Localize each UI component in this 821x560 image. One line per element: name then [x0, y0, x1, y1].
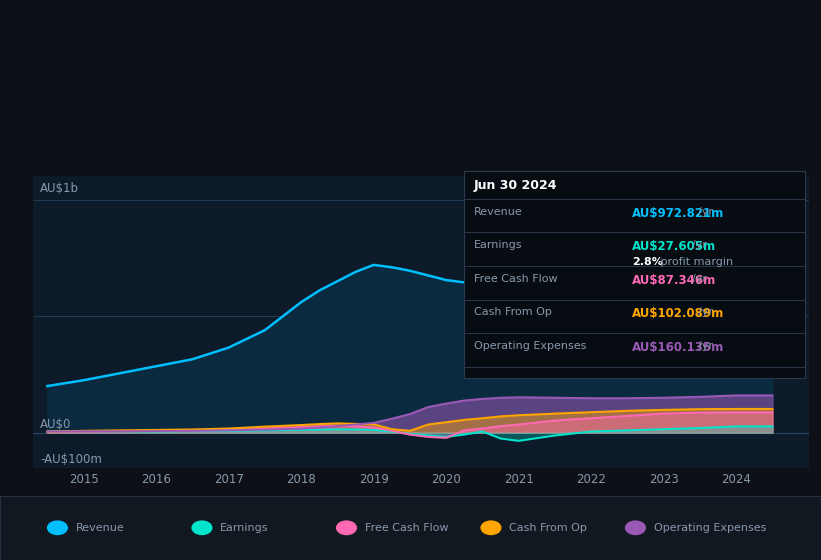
Text: Earnings: Earnings: [474, 240, 522, 250]
Text: AU$27.605m: AU$27.605m: [632, 240, 716, 253]
Text: Earnings: Earnings: [220, 523, 268, 533]
Text: Free Cash Flow: Free Cash Flow: [474, 274, 557, 284]
Text: -AU$100m: -AU$100m: [40, 454, 102, 466]
Text: 2.8%: 2.8%: [632, 257, 663, 267]
Text: profit margin: profit margin: [657, 257, 733, 267]
Text: AU$1b: AU$1b: [40, 182, 79, 195]
Text: Revenue: Revenue: [76, 523, 124, 533]
Text: AU$972.821m: AU$972.821m: [632, 207, 724, 220]
Text: Cash From Op: Cash From Op: [509, 523, 587, 533]
Text: Operating Expenses: Operating Expenses: [654, 523, 766, 533]
Text: /yr: /yr: [698, 341, 713, 351]
Text: AU$87.346m: AU$87.346m: [632, 274, 717, 287]
Text: AU$160.135m: AU$160.135m: [632, 341, 724, 354]
Text: Jun 30 2024: Jun 30 2024: [474, 179, 557, 192]
Text: Revenue: Revenue: [474, 207, 522, 217]
Text: /yr: /yr: [698, 207, 713, 217]
Text: /yr: /yr: [692, 240, 707, 250]
Text: /yr: /yr: [698, 307, 713, 318]
Text: Free Cash Flow: Free Cash Flow: [365, 523, 448, 533]
Text: Cash From Op: Cash From Op: [474, 307, 552, 318]
Text: /yr: /yr: [692, 274, 707, 284]
Text: AU$102.089m: AU$102.089m: [632, 307, 724, 320]
Text: Operating Expenses: Operating Expenses: [474, 341, 586, 351]
Text: AU$0: AU$0: [40, 418, 71, 431]
